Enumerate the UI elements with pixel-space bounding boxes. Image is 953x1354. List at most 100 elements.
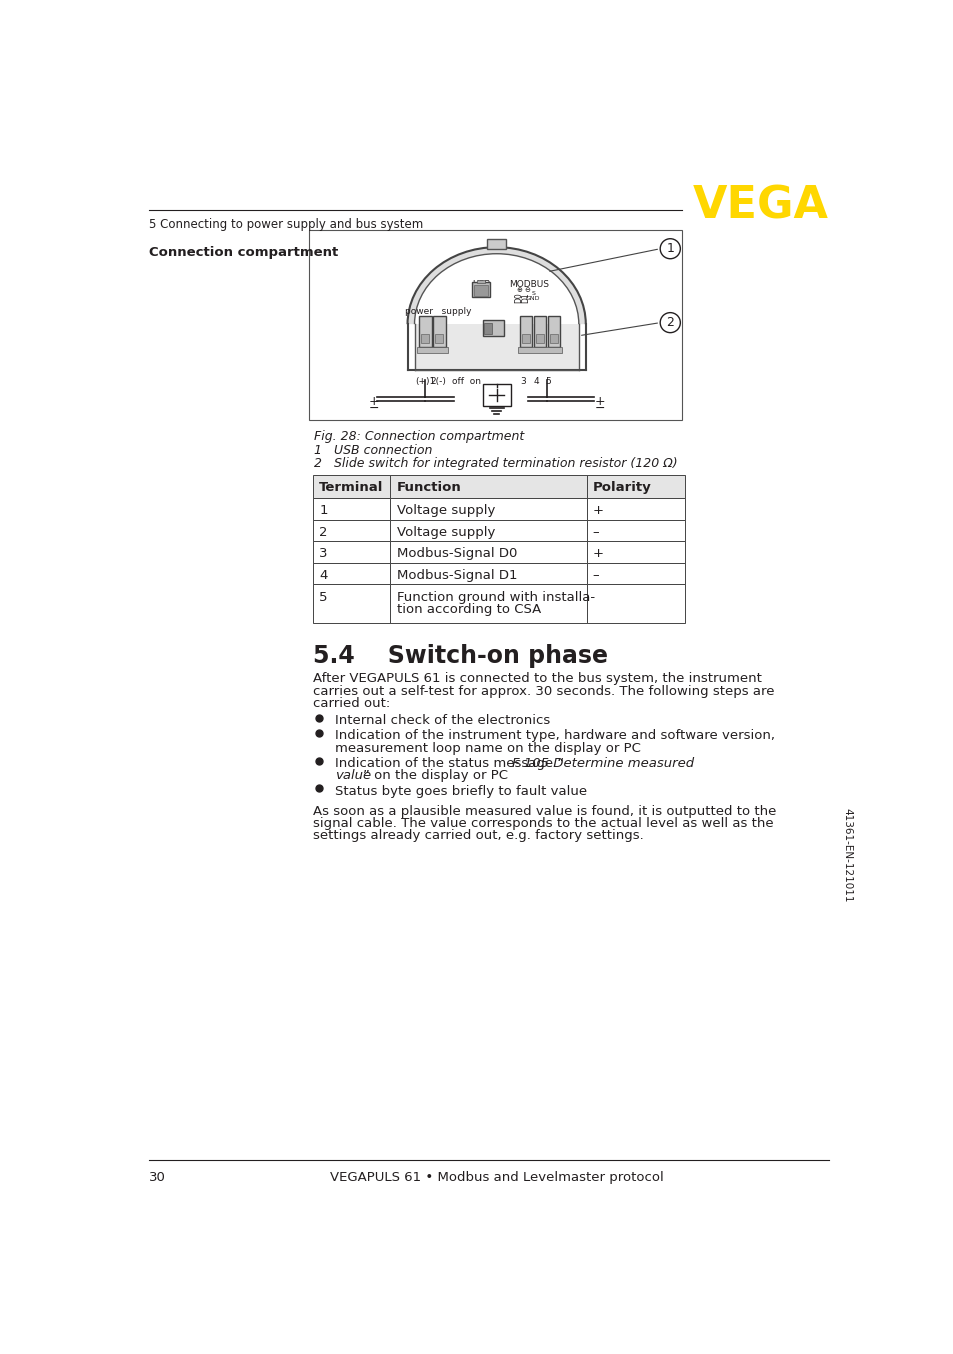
Text: settings already carried out, e.g. factory settings.: settings already carried out, e.g. facto… xyxy=(313,829,643,842)
Bar xyxy=(313,475,390,498)
Text: Terminal: Terminal xyxy=(319,481,383,494)
Text: off  on: off on xyxy=(452,376,480,386)
Text: –: – xyxy=(592,569,598,582)
Circle shape xyxy=(659,238,679,259)
Text: Fig. 28: Connection compartment: Fig. 28: Connection compartment xyxy=(314,431,523,444)
Text: +: + xyxy=(594,395,604,408)
PathPatch shape xyxy=(407,248,585,324)
Text: VEGAPULS 61 • Modbus and Levelmaster protocol: VEGAPULS 61 • Modbus and Levelmaster pro… xyxy=(330,1171,663,1185)
Text: S
GND: S GND xyxy=(525,291,539,301)
Bar xyxy=(534,317,546,347)
Text: ⊖: ⊖ xyxy=(523,287,529,294)
Bar xyxy=(487,240,505,249)
Text: carried out:: carried out: xyxy=(313,697,390,709)
Text: Polarity: Polarity xyxy=(592,481,651,494)
Text: ” on the display or PC: ” on the display or PC xyxy=(362,769,507,783)
Text: 5 Connecting to power supply and bus system: 5 Connecting to power supply and bus sys… xyxy=(149,218,422,232)
Text: After VEGAPULS 61 is connected to the bus system, the instrument: After VEGAPULS 61 is connected to the bu… xyxy=(313,672,761,685)
Bar xyxy=(519,317,532,347)
Bar xyxy=(484,324,492,334)
Bar xyxy=(390,498,586,520)
Text: 1: 1 xyxy=(319,504,328,517)
Bar xyxy=(586,520,684,542)
Text: −: − xyxy=(369,402,379,414)
Bar xyxy=(416,347,447,353)
Bar xyxy=(390,520,586,542)
Bar xyxy=(536,334,543,344)
Text: 5: 5 xyxy=(319,590,328,604)
Text: 2: 2 xyxy=(665,315,674,329)
Text: −: − xyxy=(594,402,604,414)
Text: +: + xyxy=(369,395,379,408)
Text: 5.4    Switch-on phase: 5.4 Switch-on phase xyxy=(313,645,607,669)
Text: ⊕: ⊕ xyxy=(516,287,521,294)
Bar xyxy=(482,321,504,336)
Text: Function: Function xyxy=(396,481,461,494)
Text: –: – xyxy=(592,525,598,539)
Text: Indication of the status message “: Indication of the status message “ xyxy=(335,757,563,770)
Text: USB: USB xyxy=(472,280,490,290)
Text: MODBUS: MODBUS xyxy=(509,280,549,290)
Bar xyxy=(313,563,390,585)
Bar xyxy=(313,585,390,623)
Text: 3: 3 xyxy=(319,547,328,561)
Text: 41361-EN-121011: 41361-EN-121011 xyxy=(841,808,852,903)
Text: Modbus-Signal D0: Modbus-Signal D0 xyxy=(396,547,517,561)
Bar xyxy=(313,498,390,520)
Text: Internal check of the electronics: Internal check of the electronics xyxy=(335,714,549,727)
Text: Status byte goes briefly to fault value: Status byte goes briefly to fault value xyxy=(335,784,586,798)
Text: 5: 5 xyxy=(545,376,551,386)
Bar xyxy=(418,317,431,347)
Bar xyxy=(586,542,684,563)
Bar xyxy=(586,563,684,585)
Text: 1   USB connection: 1 USB connection xyxy=(314,444,432,458)
Text: 1: 1 xyxy=(665,242,674,255)
Text: (+)1: (+)1 xyxy=(415,376,436,386)
Bar xyxy=(390,475,586,498)
Bar xyxy=(309,230,681,421)
Bar xyxy=(433,317,445,347)
Bar xyxy=(517,347,561,353)
Bar xyxy=(550,334,558,344)
Bar xyxy=(472,282,490,298)
Bar xyxy=(474,284,488,295)
Text: D1: D1 xyxy=(521,292,530,303)
Text: 3: 3 xyxy=(519,376,525,386)
Text: VEGA: VEGA xyxy=(693,184,828,227)
Text: Voltage supply: Voltage supply xyxy=(396,525,495,539)
Text: +: + xyxy=(592,504,603,517)
Bar xyxy=(313,542,390,563)
Text: power   supply: power supply xyxy=(405,307,472,317)
Text: Connection compartment: Connection compartment xyxy=(149,245,337,259)
Text: 2(-): 2(-) xyxy=(431,376,446,386)
Text: carries out a self-test for approx. 30 seconds. The following steps are: carries out a self-test for approx. 30 s… xyxy=(313,685,774,697)
Text: F 105 Determine measured: F 105 Determine measured xyxy=(512,757,694,770)
Text: Voltage supply: Voltage supply xyxy=(396,504,495,517)
Text: 2   Slide switch for integrated termination resistor (120 Ω): 2 Slide switch for integrated terminatio… xyxy=(314,456,677,470)
Bar xyxy=(586,475,684,498)
Bar xyxy=(390,542,586,563)
Circle shape xyxy=(659,313,679,333)
Text: 4: 4 xyxy=(533,376,538,386)
Bar xyxy=(415,324,578,371)
Text: measurement loop name on the display or PC: measurement loop name on the display or … xyxy=(335,742,639,754)
Text: Modbus-Signal D1: Modbus-Signal D1 xyxy=(396,569,517,582)
Bar xyxy=(390,563,586,585)
Bar xyxy=(476,279,484,283)
Text: As soon as a plausible measured value is found, it is outputted to the: As soon as a plausible measured value is… xyxy=(313,804,776,818)
Bar xyxy=(435,334,443,344)
Bar xyxy=(586,498,684,520)
Bar xyxy=(521,334,530,344)
Text: Indication of the instrument type, hardware and software version,: Indication of the instrument type, hardw… xyxy=(335,730,774,742)
Text: value: value xyxy=(335,769,371,783)
Bar xyxy=(586,585,684,623)
Text: 2: 2 xyxy=(319,525,328,539)
Text: 30: 30 xyxy=(149,1171,166,1185)
Text: 4: 4 xyxy=(319,569,327,582)
Bar xyxy=(547,317,559,347)
Text: signal cable. The value corresponds to the actual level as well as the: signal cable. The value corresponds to t… xyxy=(313,816,773,830)
Text: Function ground with installa-: Function ground with installa- xyxy=(396,590,595,604)
Text: tion according to CSA: tion according to CSA xyxy=(396,603,540,616)
Text: D0: D0 xyxy=(514,292,522,303)
Bar xyxy=(482,385,510,406)
